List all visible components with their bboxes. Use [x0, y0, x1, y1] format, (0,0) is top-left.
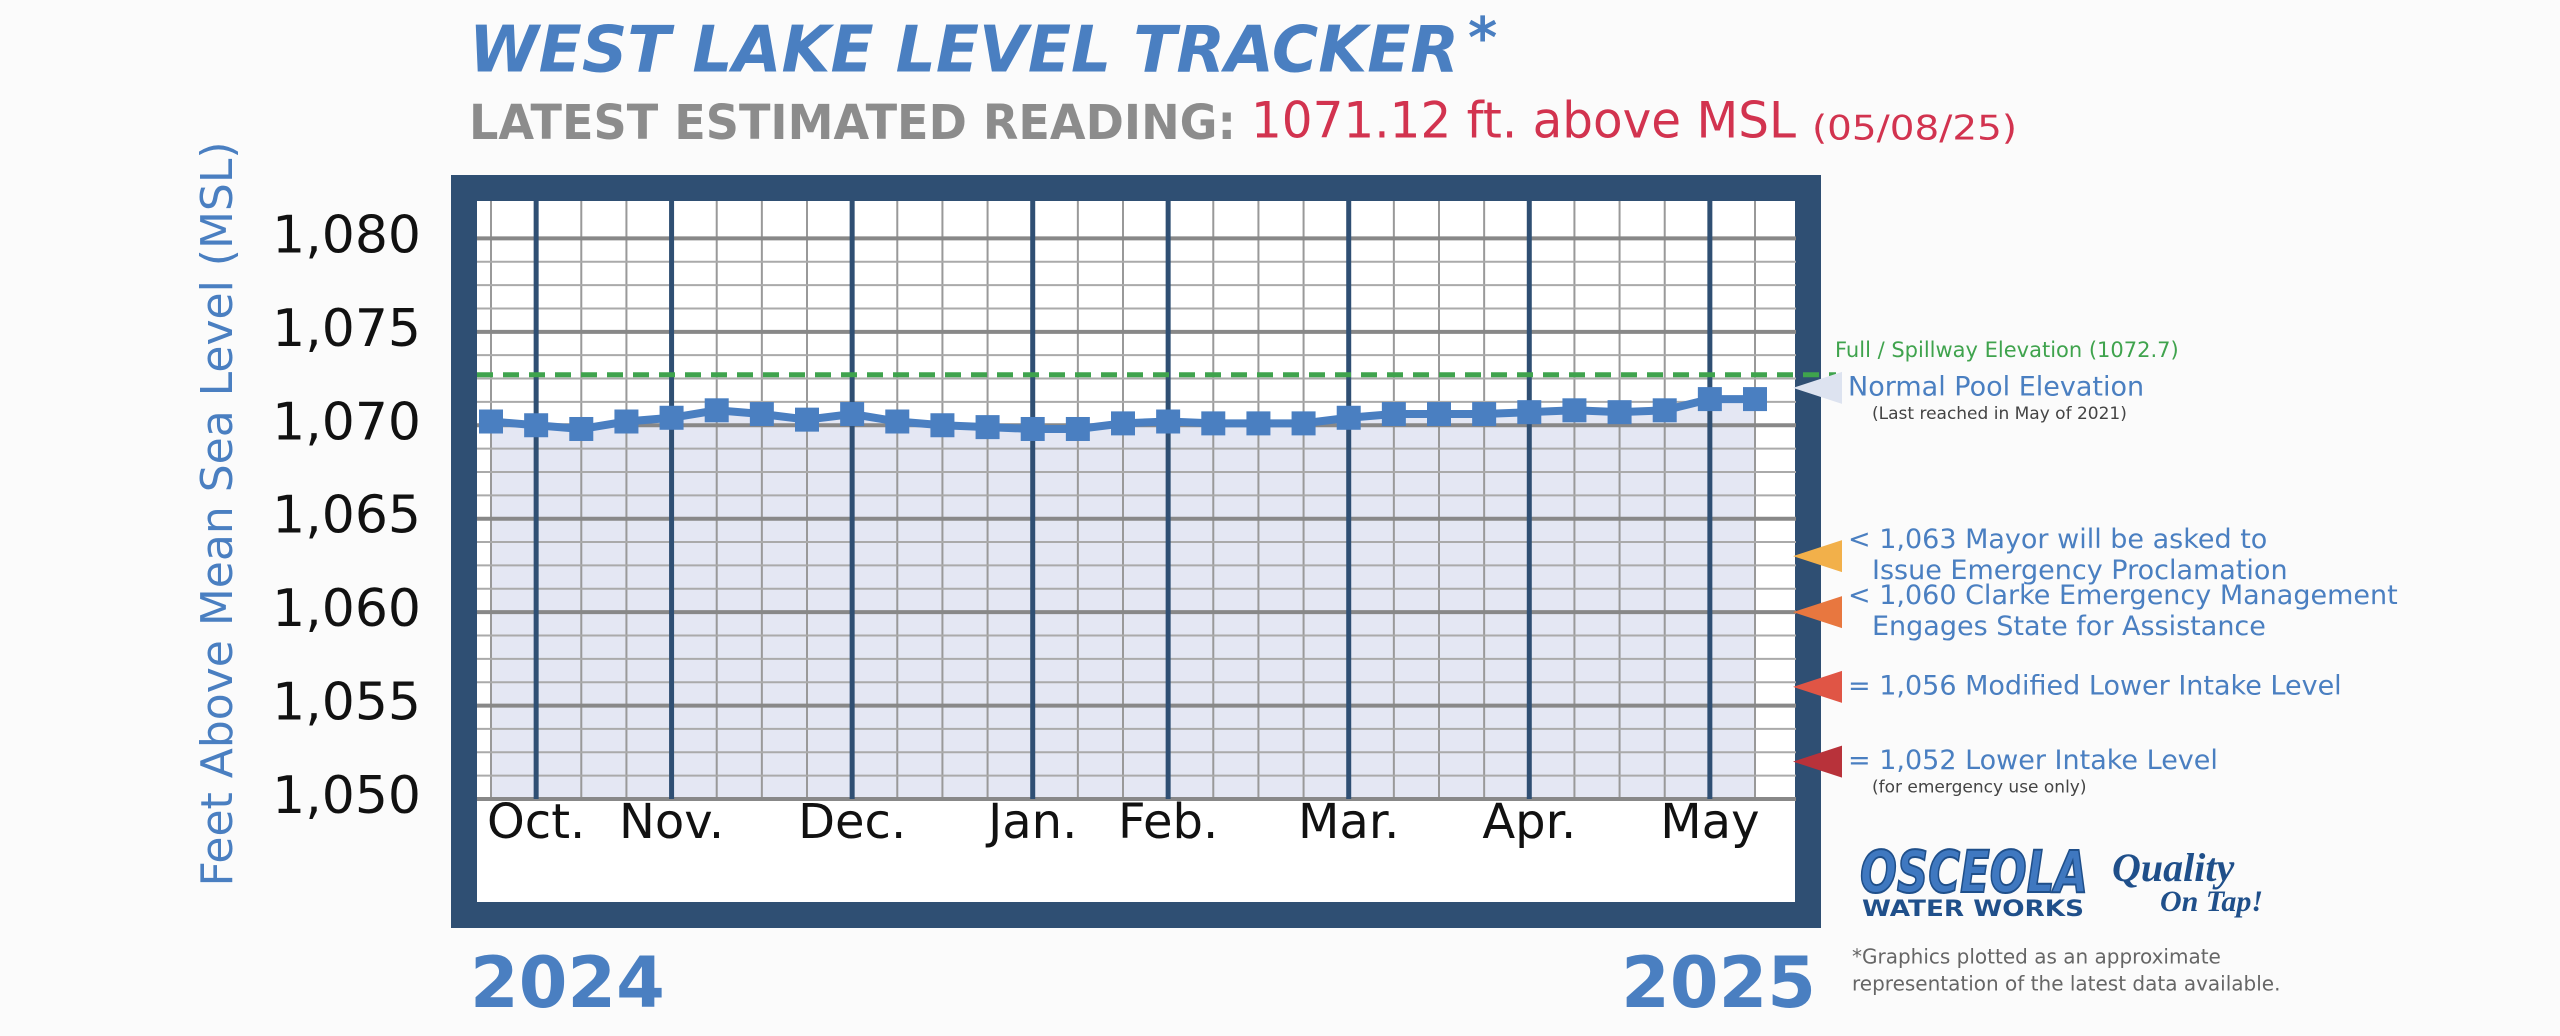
- logo-slogan: On Tap!: [2160, 885, 2263, 918]
- point: [975, 415, 1000, 440]
- point: [1743, 387, 1767, 412]
- point: [614, 409, 639, 434]
- point: [1020, 416, 1045, 441]
- y-tick-label: 1,080: [272, 205, 421, 265]
- marker-label: Normal Pool Elevation: [1848, 371, 2144, 402]
- point: [1291, 411, 1316, 436]
- x-tick-label: Apr.: [1482, 794, 1576, 850]
- year-start: 2024: [470, 942, 665, 1024]
- y-tick-label: 1,065: [272, 486, 421, 546]
- point: [1111, 411, 1135, 436]
- x-tick-label: Feb.: [1118, 794, 1218, 850]
- point: [930, 413, 955, 438]
- level-marker: [1793, 596, 1842, 629]
- x-tick-label: Oct.: [487, 794, 585, 850]
- logo-name: OSCEOLA: [1860, 838, 2088, 906]
- x-tick-label: Mar.: [1298, 794, 1399, 850]
- y-tick-label: 1,075: [272, 299, 421, 359]
- subtitle-label: LATEST ESTIMATED READING:: [469, 95, 1236, 151]
- marker-note: (Last reached in May of 2021): [1872, 404, 2127, 424]
- point: [1472, 402, 1497, 427]
- point: [1517, 400, 1542, 425]
- y-axis-label: Feet Above Mean Sea Level (MSL): [192, 141, 243, 886]
- x-tick-label: May: [1660, 794, 1759, 850]
- title-mark: *: [1468, 6, 1497, 71]
- point: [1697, 387, 1722, 412]
- subtitle-date: (05/08/25): [1812, 109, 2017, 149]
- point: [1065, 416, 1090, 441]
- level-marker: [1793, 371, 1842, 404]
- footnote: *Graphics plotted as an approximate: [1852, 945, 2221, 969]
- logo-sub: WATER WORKS: [1862, 897, 2084, 922]
- marker-label: = 1,052 Lower Intake Level: [1848, 745, 2218, 776]
- marker-label: = 1,056 Modified Lower Intake Level: [1848, 670, 2342, 701]
- point: [840, 402, 865, 427]
- point: [795, 407, 819, 432]
- marker-label: Engages State for Assistance: [1872, 611, 2266, 642]
- point: [1427, 402, 1451, 427]
- point: [1156, 409, 1181, 434]
- level-marker: [1793, 745, 1842, 778]
- point: [1562, 398, 1587, 423]
- point: [479, 409, 503, 434]
- point: [1381, 402, 1406, 427]
- spillway-label: Full / Spillway Elevation (1072.7): [1835, 338, 2179, 362]
- y-tick-label: 1,070: [272, 392, 421, 452]
- point: [1201, 411, 1226, 436]
- subtitle-value: 1071.12 ft. above MSL: [1251, 92, 1796, 150]
- point: [1246, 411, 1271, 436]
- marker-note: (for emergency use only): [1872, 778, 2087, 798]
- point: [524, 413, 549, 438]
- point: [885, 409, 910, 434]
- marker-label: Issue Emergency Proclamation: [1872, 555, 2288, 586]
- point: [1607, 400, 1632, 425]
- level-marker: [1793, 540, 1842, 573]
- marker-label: < 1,063 Mayor will be asked to: [1848, 524, 2267, 555]
- point: [1652, 398, 1677, 423]
- footnote: representation of the latest data availa…: [1852, 972, 2280, 996]
- point: [1336, 405, 1361, 430]
- y-tick-label: 1,050: [272, 766, 421, 826]
- point: [704, 398, 729, 423]
- x-tick-label: Dec.: [798, 794, 906, 850]
- logo-slogan: Quality: [2112, 845, 2234, 890]
- year-end: 2025: [1621, 942, 1816, 1024]
- marker-label: < 1,060 Clarke Emergency Management: [1848, 580, 2398, 611]
- x-tick-label: Jan.: [985, 794, 1077, 850]
- point: [569, 416, 594, 441]
- chart-title: WEST LAKE LEVEL TRACKER: [469, 14, 1459, 88]
- y-tick-label: 1,060: [272, 579, 421, 639]
- point: [749, 402, 774, 427]
- level-marker: [1793, 670, 1842, 703]
- point: [659, 405, 684, 430]
- y-tick-label: 1,055: [272, 673, 421, 733]
- x-tick-label: Nov.: [619, 794, 724, 850]
